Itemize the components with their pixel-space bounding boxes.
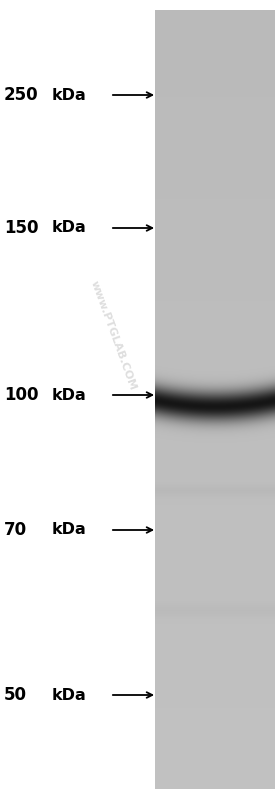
Text: kDa: kDa (52, 687, 87, 702)
Text: 70: 70 (4, 521, 27, 539)
Text: kDa: kDa (52, 88, 87, 102)
Text: kDa: kDa (52, 388, 87, 403)
Text: 100: 100 (4, 386, 38, 404)
Text: www.PTGLAB.COM: www.PTGLAB.COM (88, 280, 137, 392)
Text: kDa: kDa (52, 523, 87, 538)
Text: kDa: kDa (52, 221, 87, 236)
Text: 50: 50 (4, 686, 27, 704)
Text: 150: 150 (4, 219, 38, 237)
Text: 250: 250 (4, 86, 39, 104)
